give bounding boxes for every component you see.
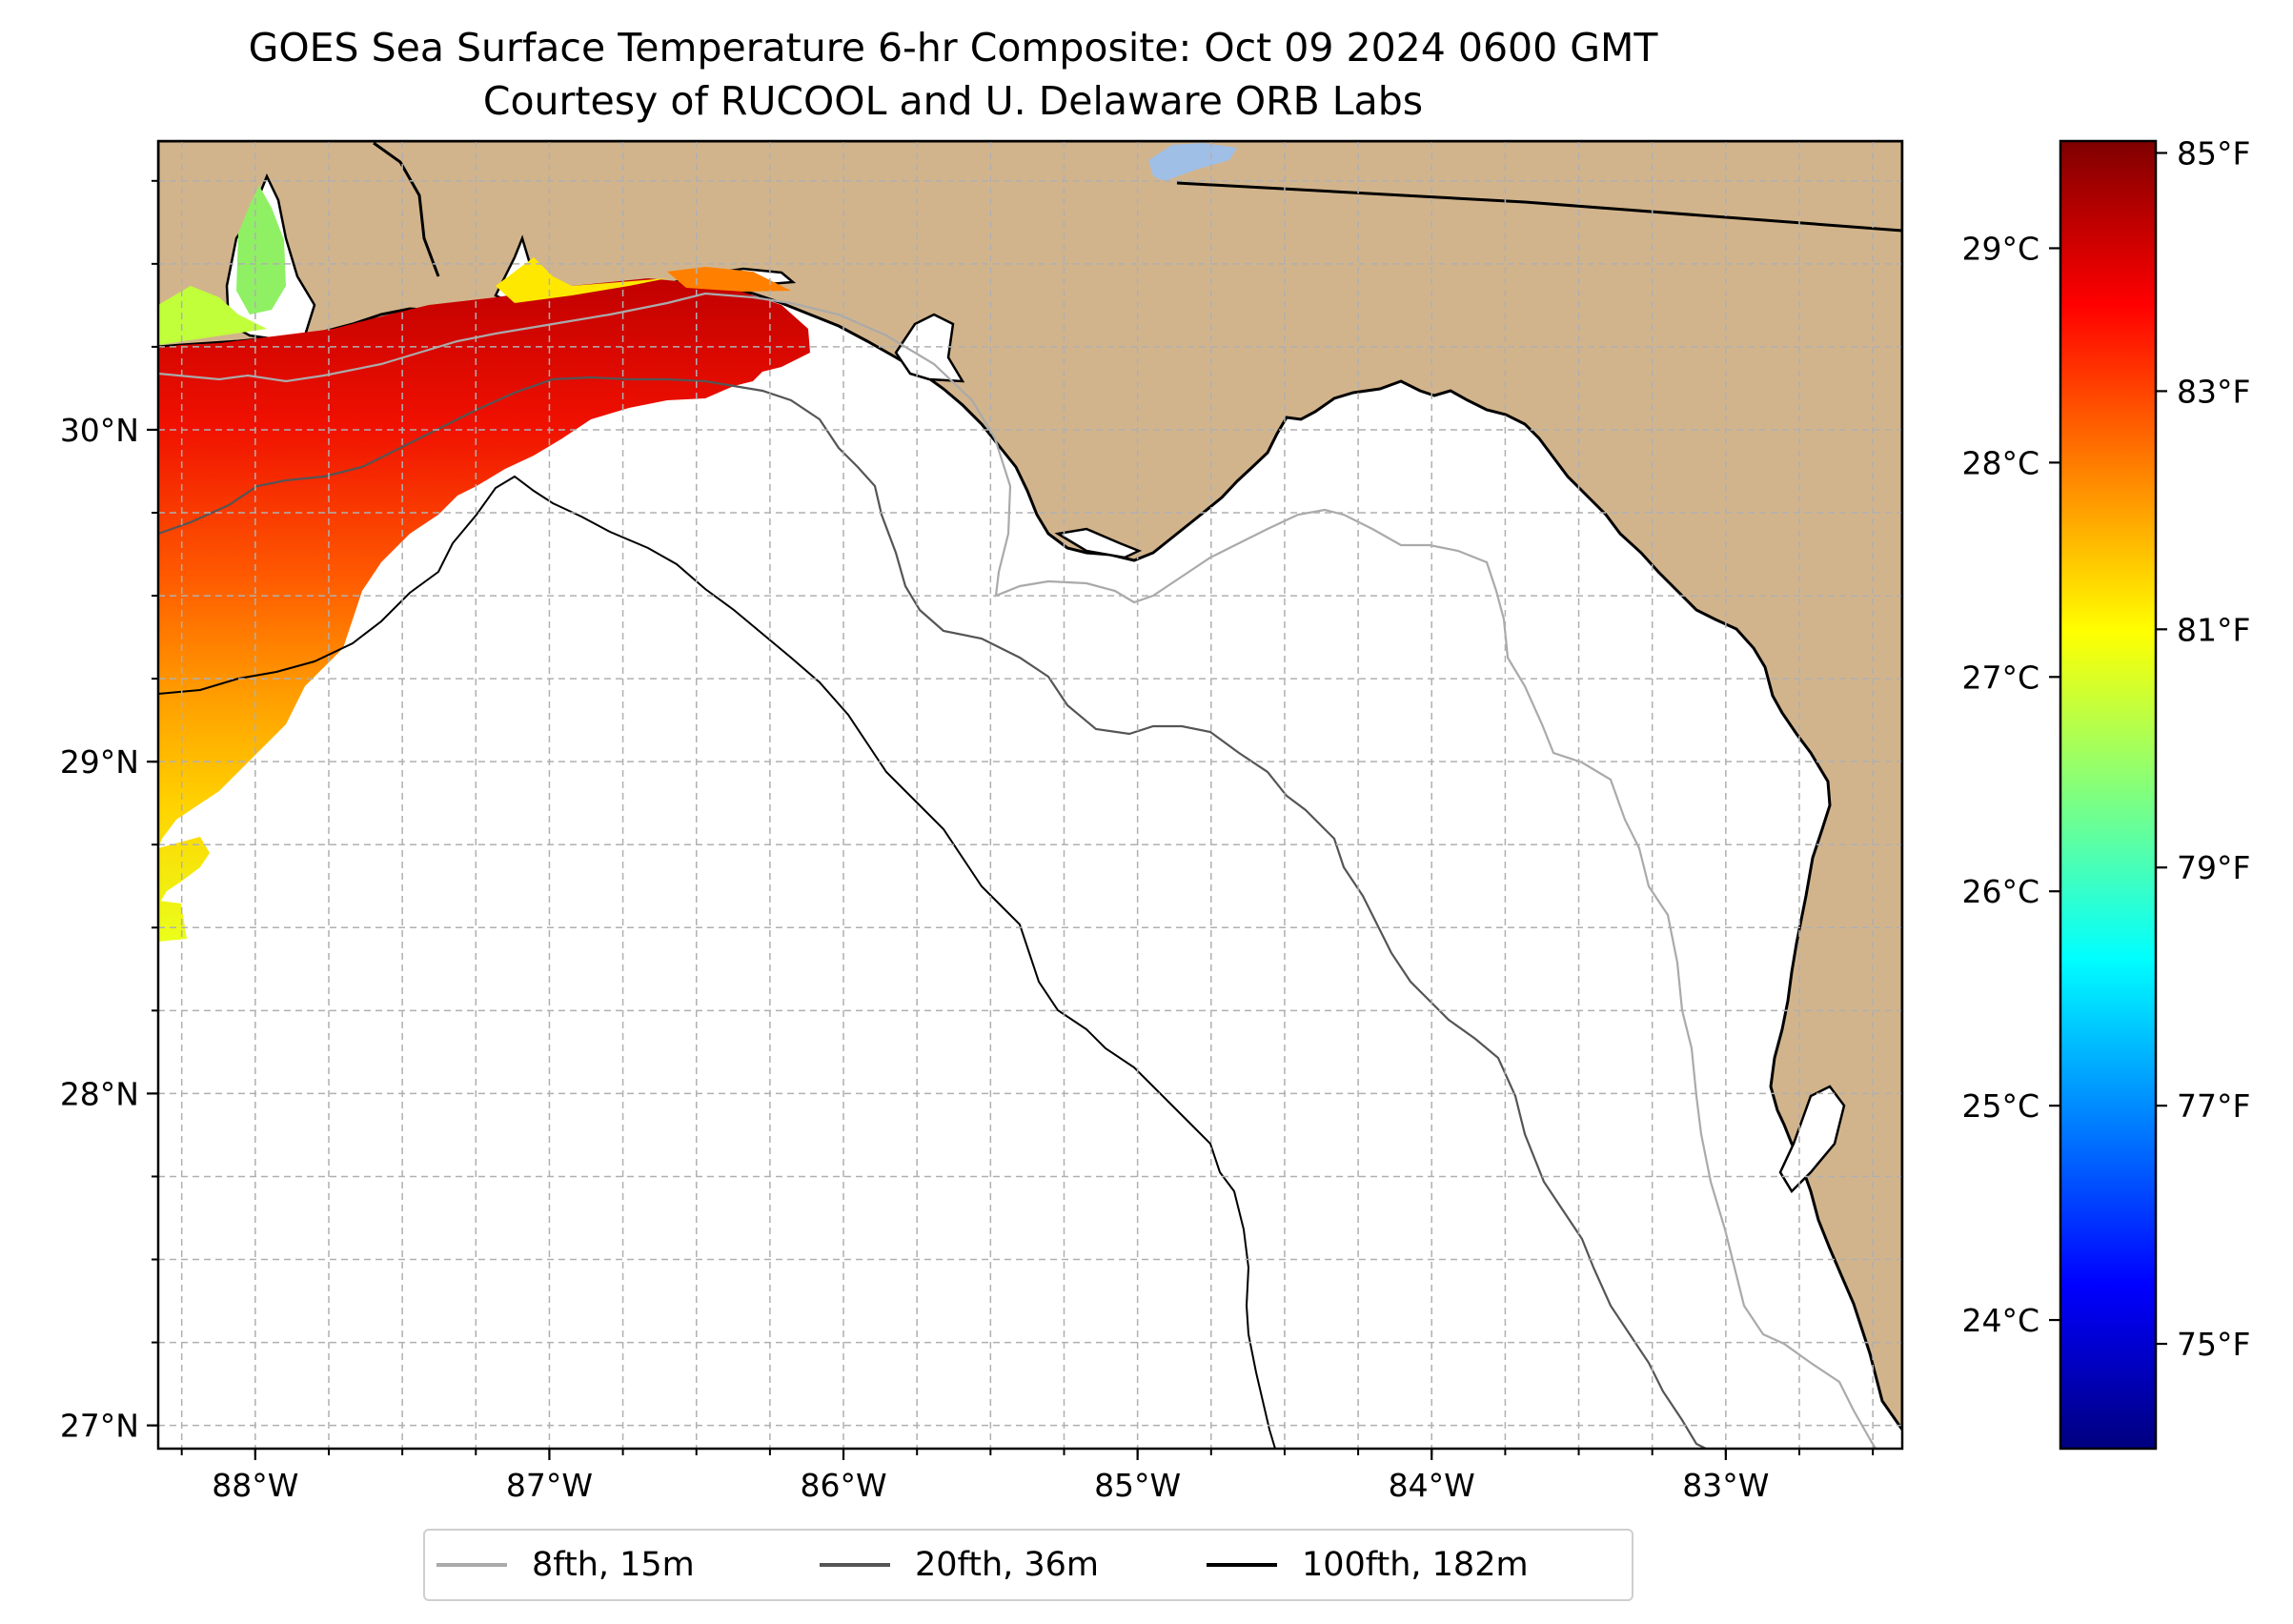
map-gridlines (158, 141, 1902, 1449)
celsius-tick-label: 27°C (1961, 659, 2039, 696)
map-subtitle: Courtesy of RUCOOL and U. Delaware ORB L… (482, 78, 1424, 124)
colorbar-celsius-ticks: 29°C 28°C 27°C 26°C 25°C 24°C (1961, 230, 2060, 1339)
sst-nearshore-yellow (496, 257, 667, 303)
celsius-tick-label: 29°C (1961, 230, 2039, 267)
fahrenheit-tick-label: 75°F (2177, 1326, 2250, 1363)
fahrenheit-tick-label: 77°F (2177, 1087, 2250, 1125)
fahrenheit-tick-label: 85°F (2177, 134, 2250, 172)
lon-tick-label: 83°W (1682, 1467, 1769, 1504)
colorbar-fahrenheit-ticks: 85°F 83°F 81°F 79°F 77°F 75°F (2156, 134, 2250, 1363)
state-border-al-fl (373, 141, 440, 277)
sst-nearshore-orange (667, 267, 791, 292)
lat-ticks: 30°N 29°N 28°N 27°N (60, 179, 158, 1445)
colorbar (2059, 139, 2158, 1451)
map-frame (156, 139, 1904, 1451)
lat-tick-label: 27°N (60, 1408, 139, 1445)
lon-tick-label: 84°W (1389, 1467, 1475, 1504)
apalachicola-bay (1054, 527, 1143, 559)
lon-tick-label: 88°W (212, 1467, 298, 1504)
lat-tick-label: 30°N (60, 412, 139, 449)
lon-tick-label: 86°W (800, 1467, 886, 1504)
lon-tick-label: 85°W (1094, 1467, 1181, 1504)
legend-item-20fth: 20fth, 36m (820, 1531, 1099, 1599)
legend-label-100fth: 100fth, 182m (1302, 1546, 1529, 1584)
fahrenheit-tick-label: 79°F (2177, 849, 2250, 886)
celsius-tick-label: 26°C (1961, 873, 2039, 910)
legend-swatch-100fth (1207, 1563, 1277, 1567)
sst-mobile-bay (236, 186, 286, 315)
fahrenheit-tick-label: 81°F (2177, 611, 2250, 648)
legend-item-8fth: 8fth, 15m (436, 1531, 695, 1599)
lat-tick-label: 28°N (60, 1075, 139, 1112)
fahrenheit-tick-label: 83°F (2177, 373, 2250, 410)
sst-data-overlay (158, 278, 810, 942)
state-border-fl-ga (1176, 181, 1902, 233)
sst-coastal-strip (158, 286, 267, 345)
map-title: GOES Sea Surface Temperature 6-hr Compos… (248, 25, 1658, 71)
contour-20fth (158, 376, 1707, 1449)
legend-label-8fth: 8fth, 15m (532, 1546, 695, 1584)
lon-tick-label: 87°W (506, 1467, 593, 1504)
lake (1148, 143, 1237, 181)
legend-swatch-20fth (820, 1563, 890, 1567)
legend-item-100fth: 100fth, 182m (1207, 1531, 1529, 1599)
map-area (158, 141, 1902, 1449)
celsius-tick-label: 28°C (1961, 444, 2039, 481)
lon-ticks: 88°W 87°W 86°W 85°W 84°W 83°W (180, 1449, 1875, 1504)
lat-tick-label: 29°N (60, 743, 139, 781)
contour-8fth (158, 292, 1877, 1449)
celsius-tick-label: 25°C (1961, 1087, 2039, 1125)
legend-label-20fth: 20fth, 36m (915, 1546, 1100, 1584)
contour-100fth (158, 475, 1276, 1449)
legend-swatch-8fth (436, 1563, 507, 1567)
contour-legend: 8fth, 15m 20fth, 36m 100fth, 182m (423, 1529, 1634, 1601)
celsius-tick-label: 24°C (1961, 1302, 2039, 1339)
